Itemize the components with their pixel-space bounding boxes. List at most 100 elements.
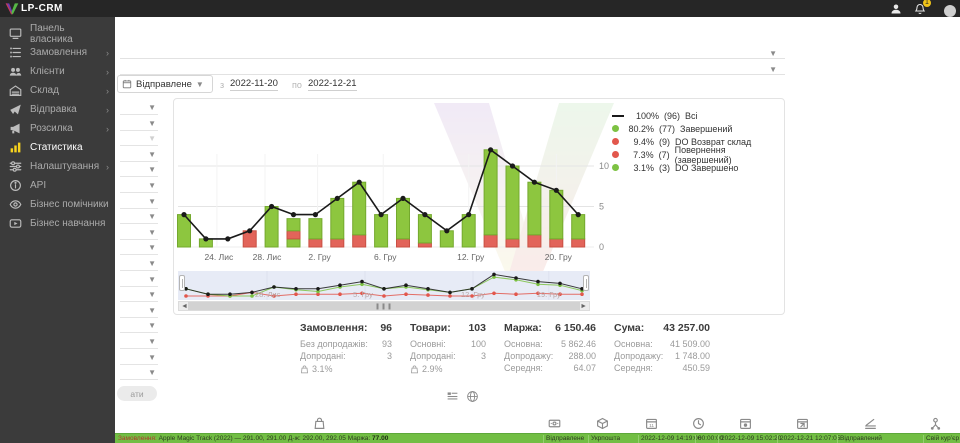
sidebar-item-8[interactable]: API — [0, 176, 115, 195]
sidebar-item-7[interactable]: Налаштування › — [0, 157, 115, 176]
filter-select-16[interactable]: ▼ — [120, 350, 158, 365]
sidebar-item-9[interactable]: Бізнес помічники — [0, 195, 115, 214]
row-product-text: Apple Magic Track (2022) — 291.00, 291.0… — [158, 435, 346, 442]
sidebar-item-0[interactable]: Панель власника — [0, 23, 115, 45]
megaphone-icon — [9, 122, 22, 135]
stats-row-label: Основні: — [410, 339, 446, 349]
scroll-left-icon[interactable]: ◄ — [181, 303, 188, 310]
clock-icon[interactable] — [692, 417, 705, 430]
sidebar-item-3[interactable]: Склад › — [0, 81, 115, 100]
calendar-in-icon[interactable] — [739, 417, 752, 430]
filter-select-2[interactable]: ▼ — [120, 131, 158, 147]
chevron-down-icon: ▼ — [148, 165, 156, 175]
date-from-input[interactable]: 2022-11-20 — [230, 78, 278, 91]
filter-select-12[interactable]: ▼ — [120, 287, 158, 303]
filter-select-0[interactable]: ▼ — [120, 100, 158, 115]
svg-text:0: 0 — [599, 242, 604, 252]
sidebar-item-10[interactable]: Бізнес навчання — [0, 214, 115, 233]
legend-item-3[interactable]: 7.3% (7) Повернення (завершений) — [612, 145, 784, 165]
top-select-2[interactable]: ▼ — [120, 60, 785, 75]
legend-item-2[interactable]: 9.4% (9) DO Возврат склад — [612, 135, 784, 148]
main-chart[interactable]: 0 5 10 — [174, 99, 786, 269]
period-label: Відправлене — [136, 78, 192, 90]
chevron-down-icon: ▼ — [148, 305, 156, 315]
filter-select-9[interactable]: ▼ — [120, 240, 158, 256]
sidebar-item-6[interactable]: Статистика — [0, 138, 115, 157]
chevron-down-icon: ▼ — [148, 196, 156, 206]
banknote-icon[interactable] — [548, 417, 561, 430]
filter-select-8[interactable]: ▼ — [120, 225, 158, 240]
user-icon[interactable] — [890, 3, 902, 15]
calendar-icon — [122, 79, 132, 89]
svg-text:5: 5 — [599, 202, 604, 212]
filter-select-1[interactable]: ▼ — [120, 116, 158, 131]
chevron-down-icon: ▼ — [148, 274, 156, 284]
chevron-down-icon: ▼ — [148, 149, 156, 159]
stats-row-label: Допродажу: — [504, 351, 554, 361]
x-axis-tick-label: 2. Гру — [308, 252, 331, 262]
navigator-handle-left[interactable] — [179, 275, 185, 291]
legend-item-1[interactable]: 80.2% (77) Завершений — [612, 122, 784, 135]
legend-item-4[interactable]: 3.1% (3) DO Завершено — [612, 161, 784, 174]
chevron-down-icon: ▼ — [769, 49, 777, 58]
stats-row-value: 100 — [470, 339, 486, 349]
table-cell: 2022-12-21 12:07:05 — [777, 435, 840, 443]
top-bar: LP-CRM 1 — [0, 0, 960, 17]
sidebar-item-5[interactable]: Розсилка › — [0, 119, 115, 138]
filter-select-14[interactable]: ▼ — [120, 318, 158, 334]
person-network-icon[interactable] — [929, 417, 942, 430]
sidebar-item-2[interactable]: Клієнти › — [0, 62, 115, 81]
calendar-out-icon[interactable] — [796, 417, 809, 430]
navigator-handle-right[interactable] — [583, 275, 589, 291]
avatar-partial-icon[interactable] — [938, 3, 956, 17]
chevron-down-icon: ▼ — [148, 134, 156, 144]
bag-icon[interactable] — [313, 417, 326, 430]
search-button[interactable]: ати — [117, 386, 157, 401]
table-cell: Свій курʼєр — [923, 435, 959, 443]
scroll-right-icon[interactable]: ► — [580, 303, 587, 310]
filter-select-5[interactable]: ▼ — [120, 178, 158, 193]
filter-select-15[interactable]: ▼ — [120, 334, 158, 349]
globe-icon[interactable] — [466, 390, 479, 403]
filter-select-7[interactable]: ▼ — [120, 209, 158, 225]
stats-row-value: 5 862.46 — [560, 339, 596, 349]
calendar-number-icon[interactable]: 11 — [645, 417, 658, 430]
stats-row-value: 41 509.00 — [669, 339, 710, 349]
scrollbar-thumb[interactable]: ❚❚❚ — [188, 302, 580, 310]
navigator-scrollbar[interactable]: ◄ ► ❚❚❚ — [178, 301, 590, 311]
table-row[interactable]: Замовлення: Apple Magic Track (2022) — 2… — [115, 433, 960, 443]
legend-pct: 7.3% — [633, 149, 654, 160]
filter-select-4[interactable]: ▼ — [120, 162, 158, 178]
chart-navigator[interactable]: 28. Лис 5. Гру 12. Гру 19. Гру — [178, 271, 590, 300]
table-header-row: 11 — [0, 415, 960, 433]
chevron-right-icon: › — [106, 47, 109, 58]
filter-select-13[interactable]: ▼ — [120, 303, 158, 318]
svg-text:11: 11 — [649, 423, 654, 429]
sidebar-item-1[interactable]: Замовлення › — [0, 43, 115, 62]
filter-select-17[interactable]: ▼ — [120, 365, 158, 381]
cube-icon[interactable] — [596, 417, 609, 430]
bell-icon[interactable]: 1 — [914, 0, 931, 15]
logo[interactable]: LP-CRM — [0, 2, 63, 15]
x-axis-tick-label: 20. Гру — [544, 252, 572, 262]
filter-select-11[interactable]: ▼ — [120, 272, 158, 287]
table-cell: Відправлений — [837, 435, 882, 443]
chart-legend: 100% (96) Всі 80.2% (77) Завершений 9.4%… — [612, 109, 784, 174]
filter-select-10[interactable]: ▼ — [120, 256, 158, 271]
svg-text:10: 10 — [599, 161, 609, 171]
top-select-1[interactable]: ▼ — [120, 44, 785, 59]
chevron-down-icon: ▼ — [148, 290, 156, 300]
sidebar-item-4[interactable]: Відправка › — [0, 100, 115, 119]
legend-item-0[interactable]: 100% (96) Всі — [612, 109, 784, 122]
lp-crm-logo-icon — [5, 2, 19, 15]
filter-select-6[interactable]: ▼ — [120, 194, 158, 209]
date-to-input[interactable]: 2022-12-21 — [308, 78, 357, 91]
filter-select-3[interactable]: ▼ — [120, 147, 158, 162]
stats-row-label: Середня: — [504, 363, 543, 373]
chart-panel: 0 5 10 100% (96) Всі 80.2% (77) Завершений… — [173, 98, 785, 315]
list-view-icon[interactable] — [446, 390, 459, 403]
x-axis-tick-label: 12. Гру — [457, 252, 485, 262]
period-select[interactable]: Відправлене ▼ — [117, 75, 213, 93]
stats-lines-icon[interactable] — [864, 417, 877, 430]
row-margin-label: Маржа: — [347, 435, 371, 442]
